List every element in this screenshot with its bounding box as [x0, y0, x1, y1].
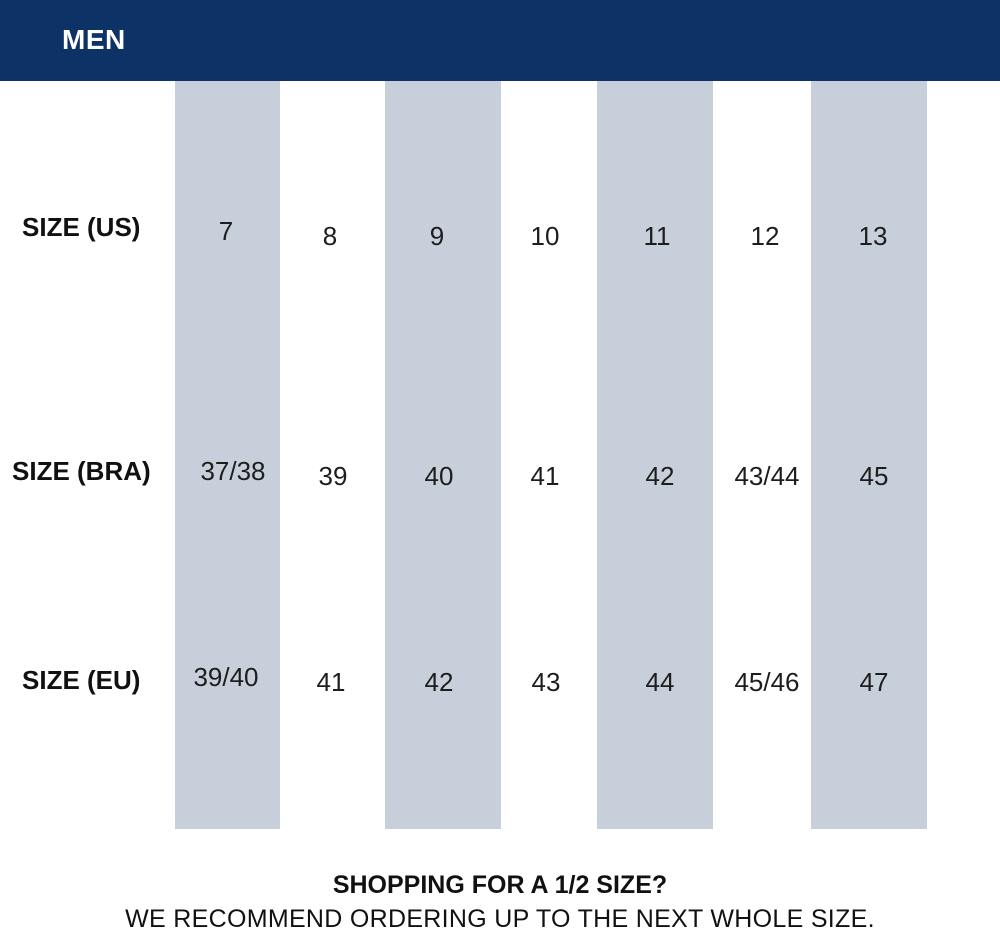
size-cell: 41	[316, 667, 346, 697]
column-stripe-7	[811, 81, 927, 829]
column-stripe-1	[175, 81, 280, 829]
size-cell: 39/40	[193, 662, 259, 692]
size-cell: 47	[859, 667, 889, 697]
size-cell: 41	[530, 461, 560, 491]
size-cell: 45/46	[734, 667, 800, 697]
size-cell: 7	[218, 216, 234, 246]
size-cell: 11	[643, 221, 671, 251]
row-label-us: SIZE (US)	[22, 212, 141, 242]
footer-heading: SHOPPING FOR A 1/2 SIZE?	[332, 871, 668, 899]
size-cell: 12	[750, 221, 780, 251]
size-cell: 40	[424, 461, 454, 491]
size-cell: 10	[530, 221, 560, 251]
size-cell: 8	[322, 221, 338, 251]
size-cell: 13	[858, 221, 888, 251]
row-label-eu: SIZE (EU)	[22, 665, 141, 695]
page-title: MEN	[62, 24, 126, 55]
size-cell: 44	[645, 667, 675, 697]
size-cell: 43	[531, 667, 561, 697]
size-cell: 37/38	[200, 456, 266, 486]
footer-note: WE RECOMMEND ORDERING UP TO THE NEXT WHO…	[125, 905, 875, 933]
header-bar: MEN	[0, 0, 1000, 81]
size-cell: 43/44	[734, 461, 800, 491]
column-stripe-3	[385, 81, 501, 829]
column-stripe-5	[597, 81, 713, 829]
size-cell: 45	[859, 461, 889, 491]
size-cell: 9	[429, 221, 445, 251]
size-cell: 39	[318, 461, 348, 491]
row-label-bra: SIZE (BRA)	[12, 456, 151, 486]
size-cell: 42	[424, 667, 454, 697]
size-cell: 42	[645, 461, 675, 491]
